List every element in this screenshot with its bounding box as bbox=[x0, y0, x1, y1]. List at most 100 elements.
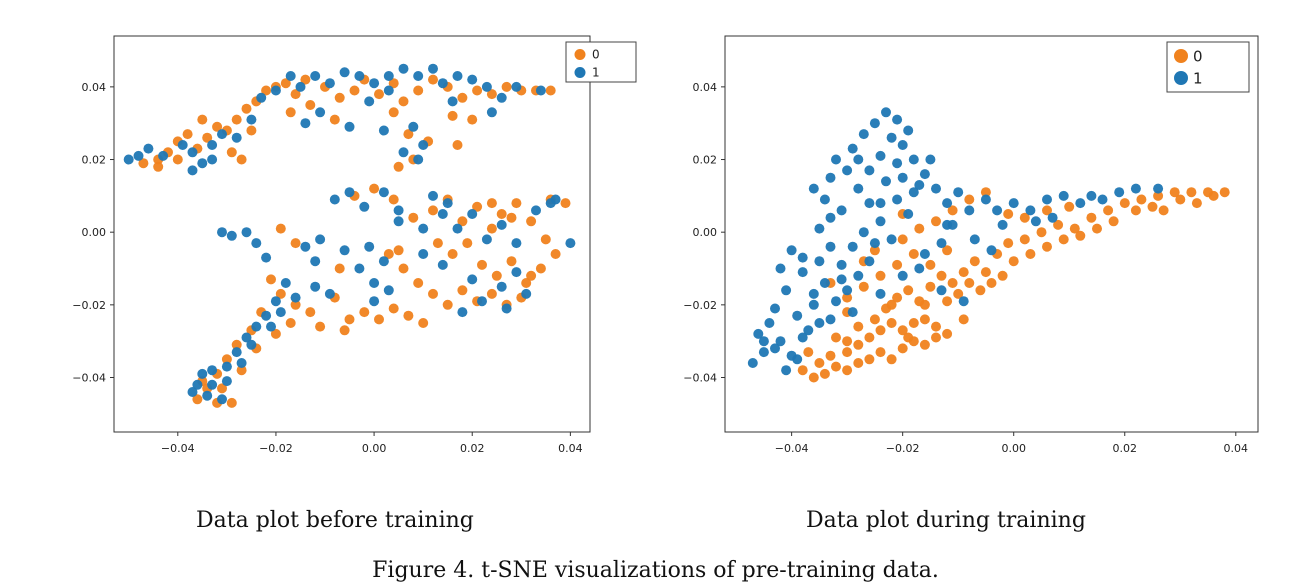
scatter-point-class-1 bbox=[177, 140, 188, 150]
scatter-point-class-0 bbox=[914, 223, 925, 234]
scatter-point-class-1 bbox=[217, 394, 227, 405]
scatter-point-class-0 bbox=[374, 314, 384, 325]
scatter-point-class-1 bbox=[344, 187, 355, 198]
scatter-point-class-0 bbox=[1119, 198, 1130, 209]
x-tick-label: 0.00 bbox=[1001, 442, 1026, 455]
scatter-point-class-0 bbox=[980, 187, 991, 198]
scatter-point-class-1 bbox=[452, 71, 463, 81]
scatter-point-class-1 bbox=[814, 223, 825, 234]
scatter-point-class-0 bbox=[908, 318, 919, 328]
scatter-point-class-1 bbox=[908, 154, 919, 165]
panel-caption-during-training: Data plot during training bbox=[806, 508, 1086, 533]
scatter-point-class-0 bbox=[334, 263, 345, 274]
scatter-point-class-0 bbox=[897, 234, 908, 245]
scatter-point-class-0 bbox=[1053, 219, 1064, 230]
scatter-point-class-1 bbox=[881, 107, 891, 118]
legend-label-class-0: 0 bbox=[592, 48, 600, 62]
scatter-point-class-1 bbox=[295, 81, 306, 92]
scatter-point-class-1 bbox=[864, 165, 875, 176]
scatter-point-class-0 bbox=[442, 299, 453, 310]
scatter-point-class-1 bbox=[775, 336, 786, 347]
scatter-point-class-1 bbox=[226, 230, 237, 241]
scatter-point-class-0 bbox=[964, 194, 975, 205]
scatter-point-class-0 bbox=[808, 372, 819, 383]
scatter-point-class-0 bbox=[457, 285, 468, 296]
scatter-point-class-0 bbox=[1158, 205, 1169, 216]
scatter-point-class-0 bbox=[403, 129, 414, 140]
scatter-point-class-1 bbox=[535, 85, 546, 96]
legend-marker-class-0 bbox=[574, 49, 586, 60]
scatter-point-class-1 bbox=[808, 183, 819, 194]
scatter-point-class-1 bbox=[847, 307, 858, 318]
scatter-point-class-0 bbox=[275, 223, 286, 234]
scatter-point-class-1 bbox=[831, 154, 841, 165]
scatter-point-class-1 bbox=[836, 259, 847, 270]
scatter-point-class-1 bbox=[825, 314, 836, 325]
scatter-point-class-1 bbox=[241, 332, 252, 343]
scatter-point-class-0 bbox=[501, 81, 512, 92]
scatter-point-class-1 bbox=[897, 172, 908, 183]
scatter-point-class-0 bbox=[486, 198, 497, 209]
legend-marker-class-0 bbox=[1174, 49, 1188, 63]
scatter-point-class-1 bbox=[285, 71, 296, 81]
scatter-point-class-0 bbox=[842, 336, 853, 347]
scatter-point-class-1 bbox=[831, 296, 841, 307]
scatter-point-class-1 bbox=[942, 219, 953, 230]
scatter-point-class-1 bbox=[1058, 190, 1069, 201]
scatter-point-class-0 bbox=[472, 85, 483, 96]
scatter-point-class-0 bbox=[246, 125, 257, 136]
scatter-point-class-1 bbox=[858, 227, 869, 238]
scatter-point-class-0 bbox=[936, 270, 947, 281]
scatter-point-class-0 bbox=[903, 285, 914, 296]
scatter-point-class-1 bbox=[753, 328, 764, 339]
scatter-point-class-1 bbox=[315, 234, 326, 245]
scatter-point-class-0 bbox=[231, 339, 242, 350]
scatter-point-class-0 bbox=[1003, 238, 1014, 249]
scatter-point-class-0 bbox=[825, 350, 836, 361]
scatter-point-class-1 bbox=[942, 198, 953, 209]
legend: 01 bbox=[565, 41, 637, 83]
scatter-point-class-1 bbox=[496, 219, 507, 230]
scatter-point-class-0 bbox=[138, 158, 149, 169]
legend-label-class-1: 1 bbox=[1193, 69, 1203, 87]
y-tick-label: 0.00 bbox=[693, 226, 718, 239]
scatter-point-class-0 bbox=[814, 358, 825, 368]
scatter-point-class-1 bbox=[875, 198, 886, 209]
scatter-point-class-0 bbox=[797, 365, 808, 376]
scatter-point-class-0 bbox=[997, 270, 1008, 281]
scatter-point-class-1 bbox=[437, 259, 448, 270]
scatter-point-class-1 bbox=[869, 238, 880, 249]
scatter-point-class-0 bbox=[197, 114, 208, 125]
y-tick-label: 0.02 bbox=[693, 154, 718, 167]
scatter-point-class-1 bbox=[266, 321, 276, 332]
scatter-point-class-0 bbox=[521, 278, 532, 288]
scatter-point-class-0 bbox=[447, 249, 458, 259]
scatter-point-class-0 bbox=[803, 347, 814, 358]
scatter-point-class-1 bbox=[187, 165, 198, 176]
scatter-point-class-0 bbox=[535, 263, 546, 274]
scatter-point-class-0 bbox=[975, 285, 986, 296]
scatter-point-class-1 bbox=[853, 270, 864, 281]
scatter-point-class-1 bbox=[545, 198, 556, 209]
scatter-point-class-0 bbox=[305, 307, 316, 318]
scatter-point-class-1 bbox=[217, 129, 227, 140]
scatter-point-class-0 bbox=[869, 245, 880, 256]
scatter-point-class-0 bbox=[969, 256, 980, 267]
scatter-point-class-0 bbox=[1058, 234, 1069, 245]
scatter-point-class-0 bbox=[1130, 205, 1141, 216]
y-tick-label: −0.02 bbox=[683, 299, 717, 312]
scatter-point-class-1 bbox=[842, 165, 853, 176]
scatter-point-class-0 bbox=[931, 332, 941, 343]
x-tick-label: −0.04 bbox=[775, 442, 809, 455]
scatter-point-class-0 bbox=[1008, 256, 1019, 267]
scatter-point-class-1 bbox=[246, 339, 257, 350]
scatter-point-class-0 bbox=[540, 234, 551, 245]
scatter-point-class-0 bbox=[496, 209, 507, 219]
scatter-point-class-1 bbox=[310, 256, 321, 267]
scatter-point-class-1 bbox=[486, 107, 497, 118]
scatter-point-class-1 bbox=[781, 365, 792, 376]
scatter-point-class-1 bbox=[133, 150, 144, 161]
scatter-point-class-0 bbox=[1186, 187, 1197, 198]
scatter-point-class-0 bbox=[842, 292, 853, 303]
scatter-panel-during-training: −0.04 −0.02 0.00 0.02 0.04 −0.04 −0.02 0.00 0.02… bbox=[683, 35, 1259, 455]
